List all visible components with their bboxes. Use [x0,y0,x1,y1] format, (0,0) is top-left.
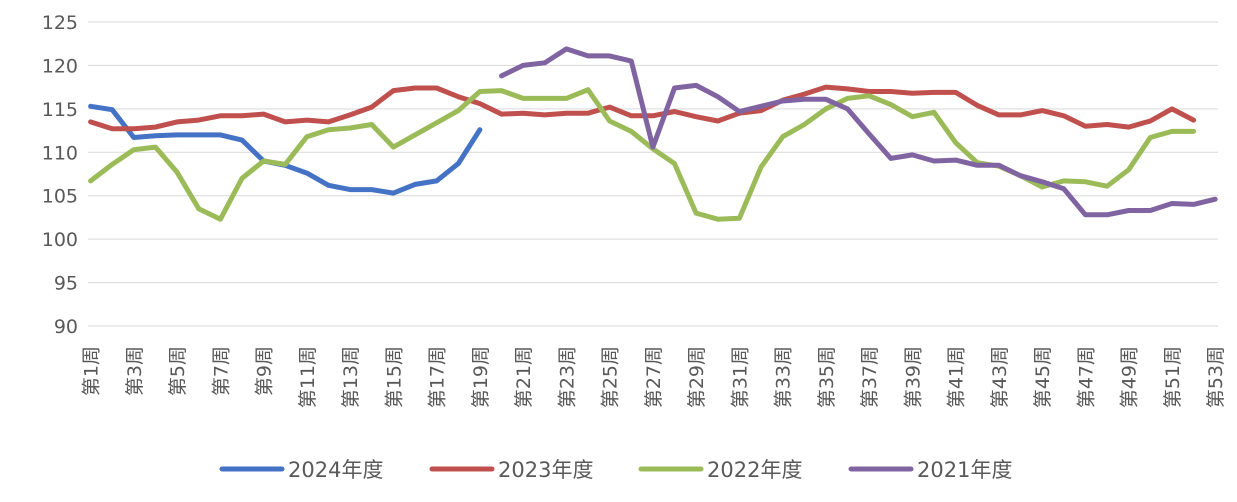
x-tick-label: 第13周 [340,346,362,408]
x-tick-label: 第33周 [773,346,795,408]
x-tick-label: 第23周 [556,346,578,408]
legend-item: 2024年度 [219,458,383,482]
x-tick-label: 第7周 [210,346,232,396]
series-line-2023年度 [88,84,1197,132]
legend-item: 2022年度 [638,458,802,482]
y-tick-label: 95 [54,273,78,295]
y-tick-label: 110 [42,142,78,164]
x-tick-label: 第43周 [989,346,1011,408]
y-tick-label: 90 [54,316,78,338]
x-tick-label: 第39周 [902,346,924,408]
y-tick-label: 105 [42,186,78,208]
x-tick-label: 第45周 [1032,346,1054,408]
series-lines [88,46,1218,222]
y-tick-label: 125 [42,12,78,34]
x-tick-label: 第35周 [816,346,838,408]
x-tick-label: 第25周 [600,346,622,408]
x-tick-label: 第37周 [859,346,881,408]
x-tick-label: 第5周 [167,346,189,396]
series-line-2021年度 [499,46,1218,218]
legend: 2024年度 2023年度 2022年度 2021年度 [219,458,1012,482]
y-tick-label: 100 [42,229,78,251]
legend-label: 2021年度 [917,458,1012,482]
legend-item: 2023年度 [429,458,593,482]
x-tick-label: 第49周 [1119,346,1141,408]
legend-item: 2021年度 [848,458,1012,482]
x-axis: 第1周 第3周 第5周 第7周 第9周 第11周 第13周 第15周 第17周 第19周 第21周第… [81,346,1228,408]
x-tick-label: 第19周 [470,346,492,408]
x-tick-label: 第1周 [81,346,103,396]
x-tick-label: 第21周 [513,346,535,408]
x-tick-label: 第51周 [1162,346,1184,408]
y-tick-label: 120 [42,55,78,77]
y-tick-label: 115 [42,99,78,121]
y-axis: 90 95 100 105 110 115 120 125 [42,12,78,338]
x-tick-label: 第31周 [729,346,751,408]
x-tick-label: 第9周 [254,346,276,396]
legend-label: 2022年度 [707,458,802,482]
x-tick-label: 第17周 [427,346,449,408]
x-tick-label: 第53周 [1205,346,1227,408]
x-tick-label: 第27周 [643,346,665,408]
x-tick-label: 第3周 [124,346,146,396]
x-tick-label: 第47周 [1075,346,1097,408]
x-tick-label: 第15周 [383,346,405,408]
legend-label: 2023年度 [498,458,593,482]
x-tick-label: 第41周 [946,346,968,408]
x-tick-label: 第11周 [297,346,319,408]
gridlines [88,21,1218,327]
legend-label: 2024年度 [288,458,383,482]
x-tick-label: 第29周 [686,346,708,408]
